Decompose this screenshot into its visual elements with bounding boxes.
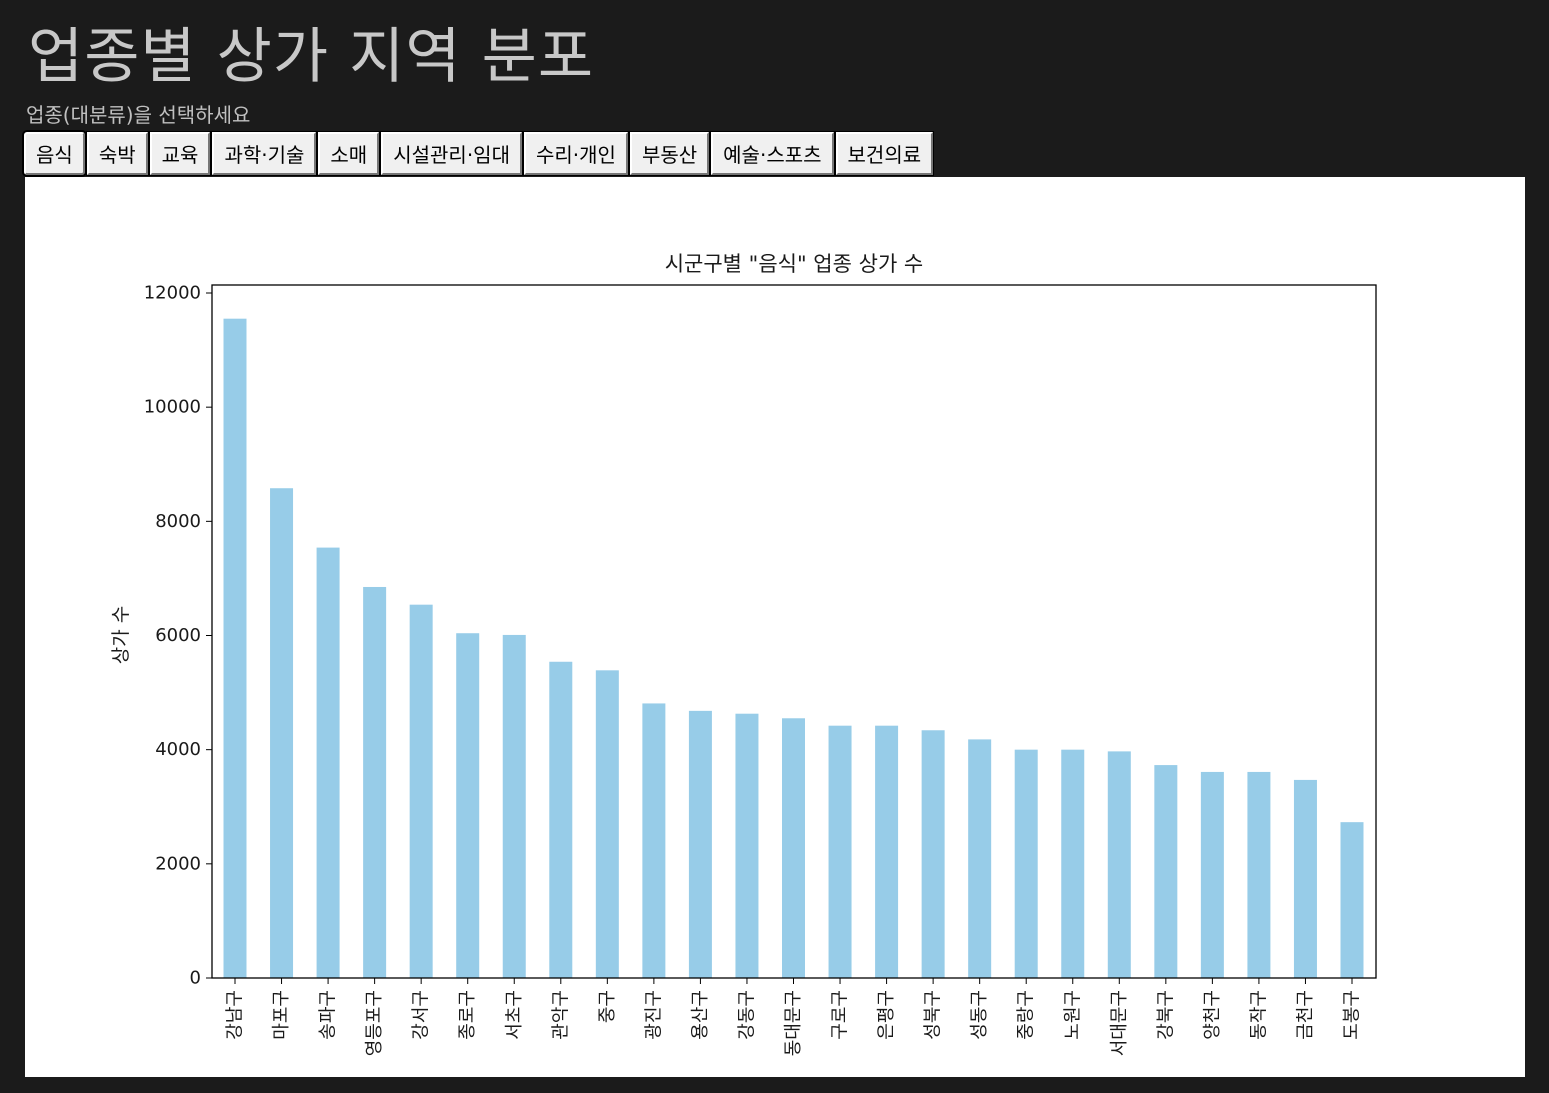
bar: [595, 670, 619, 978]
y-tick-label: 10000: [144, 397, 201, 418]
y-tick-label: 6000: [155, 625, 201, 646]
y-tick-label: 4000: [155, 739, 201, 760]
bar: [828, 725, 852, 978]
bar: [1247, 771, 1271, 978]
y-tick-label: 2000: [155, 853, 201, 874]
tab-button[interactable]: 숙박: [85, 131, 149, 176]
bar: [363, 586, 387, 978]
x-tick-label: 영등포구: [364, 990, 385, 1056]
bar: [1061, 749, 1085, 978]
bar: [1107, 751, 1131, 978]
tab-button[interactable]: 예술·스포츠: [710, 131, 835, 176]
tab-button[interactable]: 부동산: [628, 131, 711, 176]
bar: [1293, 779, 1317, 978]
bar: [549, 661, 573, 978]
instruction-label: 업종(대분류)을 선택하세요: [26, 103, 251, 127]
bar: [502, 634, 526, 978]
tab-button[interactable]: 소매: [317, 131, 381, 176]
bar: [456, 633, 480, 978]
x-tick-label: 동대문구: [783, 990, 804, 1056]
x-tick-label: 광진구: [643, 990, 664, 1040]
x-tick-label: 은평구: [876, 990, 897, 1040]
page-title: 업종별 상가 지역 분포: [28, 22, 595, 92]
x-tick-label: 성동구: [969, 990, 990, 1040]
tab-button[interactable]: 음식: [22, 130, 87, 177]
bar: [921, 730, 945, 978]
x-tick-label: 마포구: [271, 990, 292, 1040]
bar: [409, 604, 433, 978]
x-tick-label: 성북구: [923, 990, 944, 1040]
category-tab-bar: 음식 숙박 교육 과학·기술 소매 시설관리·임대 수리·개인 부동산 예술·스포츠 보건의료: [22, 130, 935, 177]
plot-frame: [211, 284, 1377, 979]
x-tick-label: 서초구: [504, 990, 525, 1040]
x-tick-label: 강남구: [225, 990, 246, 1040]
bar: [1340, 822, 1364, 978]
x-tick-label: 금천구: [1295, 990, 1316, 1040]
bar: [270, 488, 294, 978]
x-axis-ticks: 강남구 마포구 송파구 영등포구 강서구 종로구 서초구 관악구 중구 광진구 용산구 강동구 동대문구…: [225, 978, 1363, 1056]
bar: [735, 713, 759, 978]
y-tick-label: 8000: [155, 511, 201, 532]
x-tick-label: 강동구: [736, 990, 757, 1040]
y-axis-ticks: 0 2000 4000 6000 8000 10000 12000: [144, 283, 212, 989]
bar: [223, 318, 247, 978]
bar: [782, 718, 805, 978]
x-tick-label: 용산구: [690, 990, 711, 1040]
x-tick-label: 노원구: [1062, 990, 1083, 1040]
chart-title: 시군구별 "음식" 업종 상가 수: [665, 252, 924, 276]
chart-panel: 시군구별 "음식" 업종 상가 수 상가 수 0 2000 4000 6000 8000…: [25, 177, 1525, 1077]
bars-layer: [223, 318, 1364, 978]
x-tick-label: 구로구: [830, 990, 851, 1040]
x-tick-label: 관악구: [550, 990, 571, 1040]
bar-chart: 시군구별 "음식" 업종 상가 수 상가 수 0 2000 4000 6000 8000…: [110, 252, 1377, 1056]
bar: [1014, 749, 1038, 978]
x-tick-label: 중구: [597, 990, 618, 1023]
x-tick-label: 강서구: [411, 990, 432, 1040]
bar: [316, 547, 340, 978]
y-tick-label: 0: [190, 968, 201, 989]
x-tick-label: 양천구: [1202, 990, 1223, 1040]
bar: [688, 710, 712, 978]
x-tick-label: 강북구: [1155, 990, 1176, 1040]
bar: [642, 703, 666, 978]
y-axis-label: 상가 수: [110, 606, 132, 664]
x-tick-label: 도봉구: [1342, 990, 1363, 1040]
bar: [875, 725, 899, 978]
x-tick-label: 중랑구: [1016, 990, 1037, 1040]
x-tick-label: 동작구: [1248, 990, 1269, 1040]
bar: [1154, 765, 1178, 978]
bar: [1200, 771, 1224, 978]
x-tick-label: 종로구: [457, 990, 478, 1040]
tab-button[interactable]: 시설관리·임대: [380, 131, 523, 176]
bar: [968, 739, 992, 978]
tab-button[interactable]: 과학·기술: [211, 131, 318, 176]
y-tick-label: 12000: [144, 283, 201, 304]
x-tick-label: 서대문구: [1109, 990, 1130, 1056]
tab-button[interactable]: 수리·개인: [522, 131, 629, 176]
tab-button[interactable]: 교육: [148, 131, 212, 176]
x-tick-label: 송파구: [318, 990, 339, 1040]
tab-button[interactable]: 보건의료: [834, 131, 935, 176]
